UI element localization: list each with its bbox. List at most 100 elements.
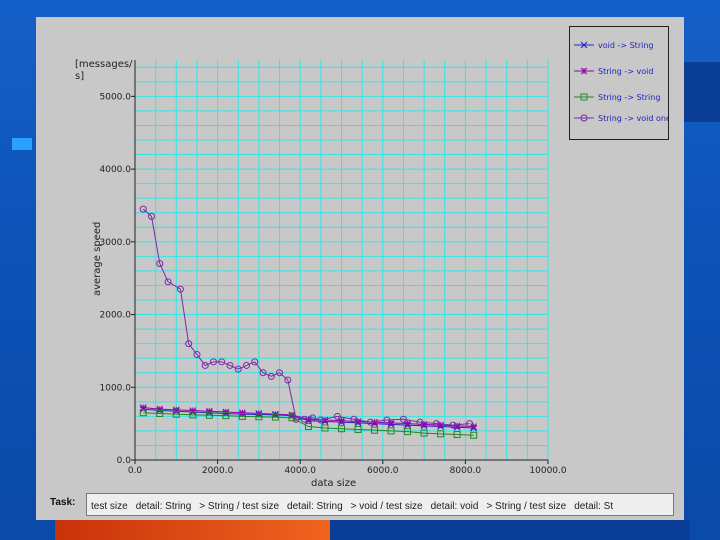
data-point [416,418,424,426]
data-point [288,414,296,422]
task-label: Task: [50,497,76,508]
y-tick-label: 1000.0 [100,383,132,393]
task-item[interactable]: test size [91,501,128,512]
task-item[interactable]: > void / test size [350,501,423,512]
data-point [321,416,329,424]
data-point [218,358,226,366]
legend-label: void -> String [598,41,653,50]
data-point [333,412,341,420]
data-point [404,420,411,427]
task-bar[interactable]: test size detail: String > String / test s… [86,493,674,516]
legend-label: String -> String [598,93,660,102]
decorative-block-left [12,138,32,150]
data-point [437,421,444,429]
data-point [189,411,197,419]
data-point [284,376,292,384]
data-point [387,427,395,435]
y-tick-label: 2000.0 [100,311,132,321]
x-tick-label: 0.0 [128,466,143,476]
x-tick-label: 10000.0 [529,466,566,476]
y-tick-label: 4000.0 [100,165,132,175]
data-point [259,369,267,377]
data-point [172,410,180,418]
data-point [350,415,358,423]
data-point [209,358,217,366]
y-axis-label: average speed [92,222,103,296]
data-point [267,372,275,380]
data-point [453,422,461,430]
data-point [156,409,164,417]
data-point [226,361,234,369]
task-item[interactable]: detail: void [430,501,479,512]
data-point [449,421,457,429]
data-point [239,409,246,417]
y-unit-label-line2: s] [75,71,84,82]
task-item[interactable]: > String / test size [486,501,567,512]
x-axis-label: data size [311,478,356,489]
data-point [354,418,362,425]
data-point [156,260,164,268]
data-point [222,408,230,416]
data-point [338,425,345,433]
data-point [139,205,147,213]
data-point [234,365,242,373]
x-tick-label: 2000.0 [202,466,234,476]
data-point [139,404,147,411]
series-1 [139,404,478,430]
chart-series [139,205,478,439]
series-3 [139,205,474,429]
data-point [156,405,164,413]
data-point [470,423,478,430]
data-point [432,420,440,428]
legend-marker [580,41,588,49]
data-point [470,431,478,439]
legend-marker [580,67,588,75]
data-point [321,424,329,432]
data-point [205,407,213,415]
decorative-block-right [684,62,720,122]
data-point [338,417,345,425]
chart-grid [134,60,549,461]
legend-marker [580,93,588,101]
data-point [193,351,201,359]
task-item[interactable]: detail: String [287,501,343,512]
data-point [292,415,300,423]
task-item[interactable]: detail: St [574,501,614,512]
data-point [317,416,325,424]
decorative-bar-blue [330,520,690,540]
decorative-bar-orange [55,520,330,540]
data-point [205,411,213,419]
series-line [142,208,470,426]
series-2 [139,409,478,439]
chart-axes [134,60,548,461]
data-point [309,414,317,422]
data-point [466,420,474,428]
data-point [271,413,279,421]
legend-svg: void -> String String -> void String -> St… [574,41,687,123]
legend-marker [580,114,588,122]
chart-legend: void -> String String -> void String -> St… [569,26,687,140]
data-point [366,418,374,426]
data-point [243,361,251,369]
data-point [300,415,308,423]
data-point [176,285,184,293]
legend-label: String -> void oneway [598,114,668,123]
data-point [387,419,395,427]
data-point [164,278,172,286]
legend-label: String -> void [598,67,653,76]
data-point [399,415,407,423]
data-point [371,418,378,426]
task-item[interactable]: > String / test size [199,501,280,512]
y-unit-label-line1: [messages/ [75,59,133,70]
data-point [255,413,263,421]
data-point [172,406,180,414]
x-tick-label: 4000.0 [284,466,316,476]
data-point [189,407,197,414]
data-point [139,409,147,417]
data-point [420,421,428,428]
data-point [404,428,412,436]
data-point [437,430,445,438]
data-point [420,429,428,437]
task-item[interactable]: detail: String [135,501,192,512]
